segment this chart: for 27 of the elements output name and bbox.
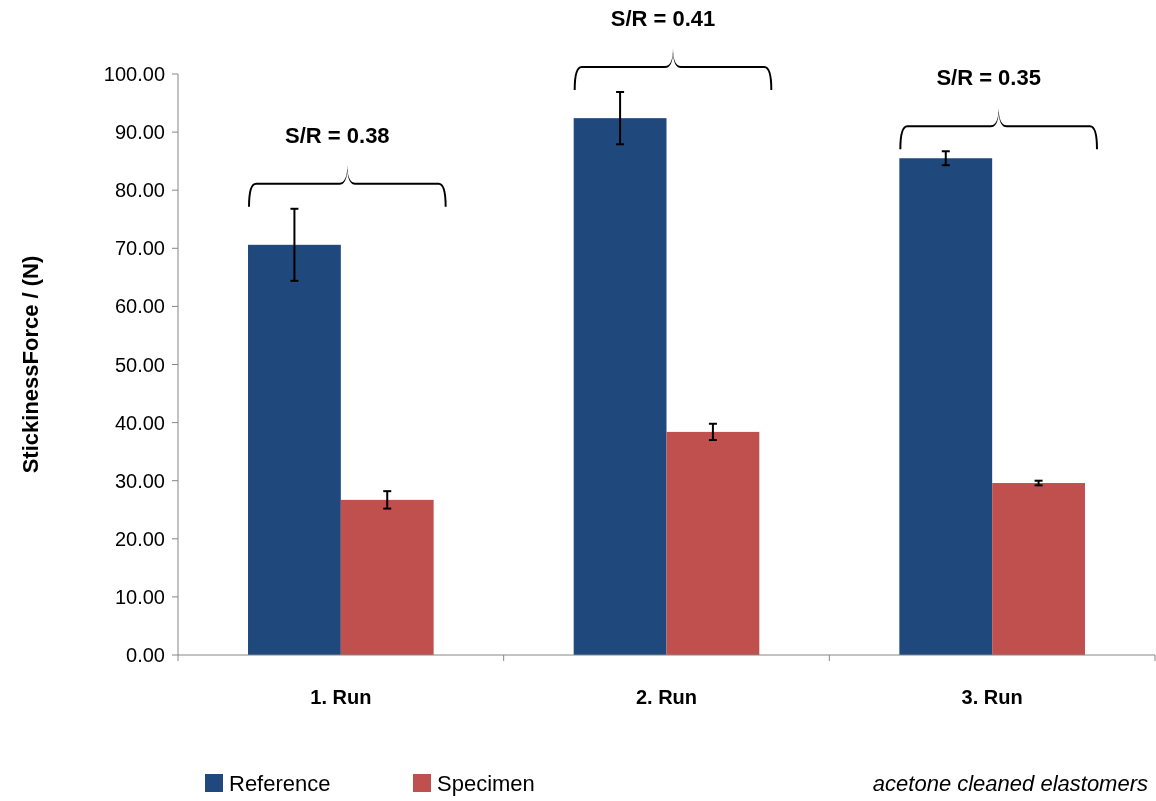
legend-label: Reference [229, 770, 331, 796]
bar [340, 499, 434, 655]
y-axis-title: StickinessForce / (N) [17, 255, 43, 474]
annotation: S/R = 0.38 [285, 122, 390, 148]
y-tick-label: 100.00 [103, 63, 165, 85]
y-tick-label: 20.00 [114, 527, 165, 550]
annotation: S/R = 0.35 [936, 65, 1041, 91]
bar [666, 431, 760, 655]
x-tick-label: 1. Run [310, 686, 372, 708]
y-tick-label: 60.00 [114, 295, 165, 318]
bar [573, 118, 667, 655]
y-tick-label: 0.00 [126, 644, 165, 666]
text: S/R = 0.41 [610, 6, 716, 32]
bar [248, 244, 341, 655]
y-tick-label: 90.00 [114, 121, 165, 144]
bar [899, 158, 993, 655]
bar [992, 483, 1085, 655]
y-tick-label: 10.00 [114, 585, 165, 608]
text: acetone cleaned elastomers [872, 770, 1148, 796]
y-tick-label: 40.00 [114, 411, 165, 434]
y-tick-label: 50.00 [114, 353, 165, 376]
legend-label: Specimen [437, 770, 535, 796]
y-tick-label: 70.00 [114, 237, 165, 260]
y-tick-label: 80.00 [114, 179, 165, 202]
x-tick-label: 2. Run [635, 686, 698, 708]
y-tick-label: 30.00 [114, 469, 165, 492]
x-tick-label: 3. Run [961, 686, 1023, 708]
